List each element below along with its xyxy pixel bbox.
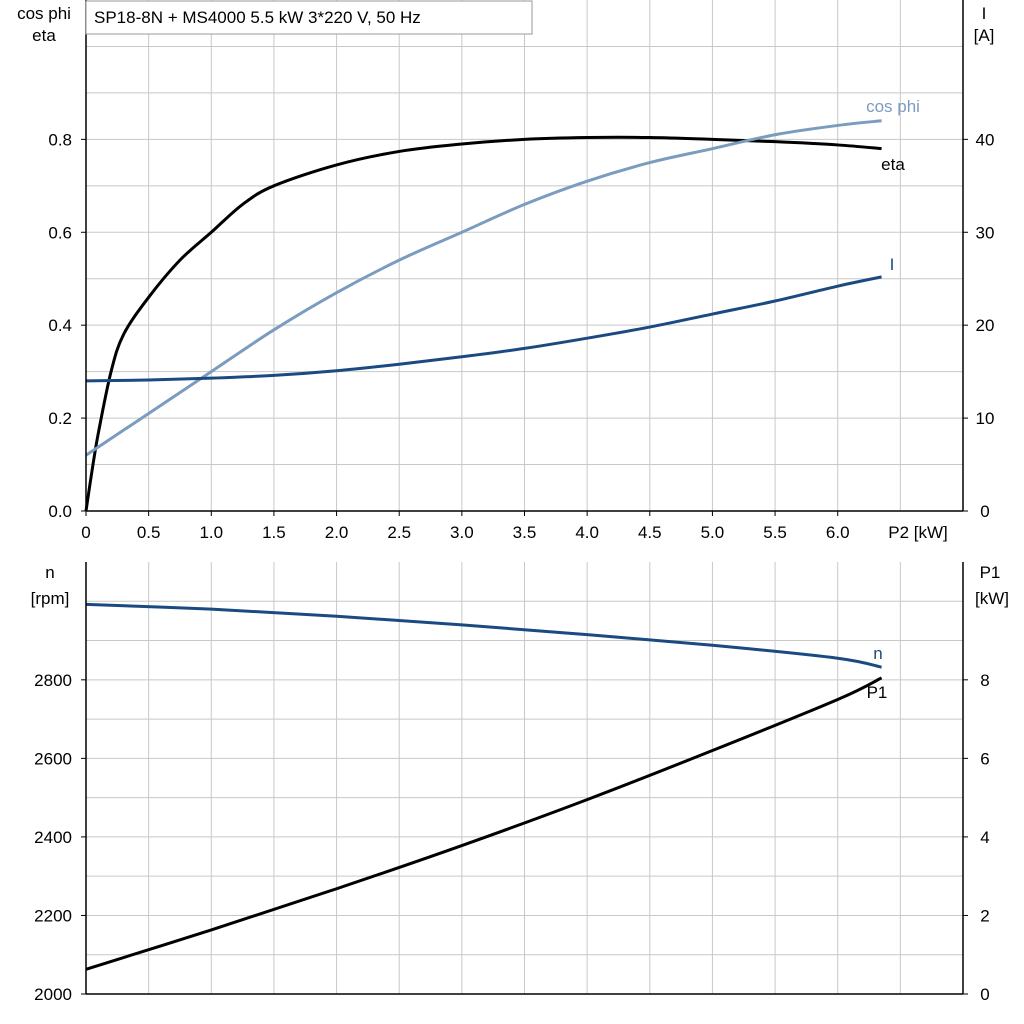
series-line-n — [85, 602, 882, 669]
x-axis-label: P2 [kW] — [888, 523, 948, 542]
x-tick-label: 4.5 — [638, 523, 662, 542]
y-tick-label-right: 20 — [976, 316, 995, 335]
y-tick-label-right: 10 — [976, 409, 995, 428]
y-tick-label-left: 2800 — [34, 671, 72, 690]
y-tick-label-right: 0 — [980, 502, 989, 521]
y-tick-label-left: 2600 — [34, 749, 72, 768]
y-tick-label-left: 2400 — [34, 828, 72, 847]
y-tick-label-right: 0 — [980, 985, 989, 1004]
left-axis-label-top-2: eta — [32, 26, 56, 45]
series-label-n: n — [873, 644, 882, 663]
x-tick-label: 3.0 — [450, 523, 474, 542]
right-axis-label-top-2: [A] — [974, 26, 995, 45]
y-tick-label-left: 2000 — [34, 985, 72, 1004]
y-tick-label-right: 40 — [976, 130, 995, 149]
left-axis-label-bottom-2: [rpm] — [31, 589, 70, 608]
x-tick-label: 2.0 — [325, 523, 349, 542]
x-tick-label: 6.0 — [826, 523, 850, 542]
x-tick-label: 5.5 — [763, 523, 787, 542]
right-axis-label-bottom-1: P1 — [980, 563, 1001, 582]
x-tick-label: 0.5 — [137, 523, 161, 542]
x-tick-label: 1.0 — [199, 523, 223, 542]
series-line-eta — [84, 135, 882, 512]
chart-title: SP18-8N + MS4000 5.5 kW 3*220 V, 50 Hz — [94, 8, 421, 27]
series-line-p1 — [85, 676, 883, 971]
y-tick-label-right: 8 — [980, 671, 989, 690]
x-tick-label: 2.5 — [387, 523, 411, 542]
x-tick-label: 1.5 — [262, 523, 286, 542]
series-label-eta: eta — [881, 155, 905, 174]
x-tick-label: 4.0 — [575, 523, 599, 542]
y-tick-label-right: 2 — [980, 906, 989, 925]
y-tick-label-left: 0.6 — [48, 223, 72, 242]
y-tick-label-right: 30 — [976, 223, 995, 242]
left-axis-label-top-1: cos phi — [17, 4, 71, 23]
series-label-i: I — [890, 255, 895, 274]
y-tick-label-left: 0.8 — [48, 130, 72, 149]
y-tick-label-right: 4 — [980, 828, 989, 847]
x-tick-label: 3.5 — [513, 523, 537, 542]
y-tick-label-left: 0.2 — [48, 409, 72, 428]
title-box — [85, 0, 533, 35]
series-line-i — [85, 275, 882, 383]
series-label-cos-phi: cos phi — [866, 97, 920, 116]
series-line-cos-phi — [85, 119, 882, 457]
y-tick-label-left: 2200 — [34, 906, 72, 925]
y-tick-label-left: 0.0 — [48, 502, 72, 521]
right-axis-label-bottom-2: [kW] — [975, 589, 1009, 608]
left-axis-label-bottom-1: n — [45, 563, 54, 582]
y-tick-label-left: 0.4 — [48, 316, 72, 335]
series-label-p1: P1 — [867, 683, 888, 702]
x-tick-label: 0 — [81, 523, 90, 542]
y-tick-label-right: 6 — [980, 749, 989, 768]
x-tick-label: 5.0 — [701, 523, 725, 542]
right-axis-label-top-1: I — [982, 4, 987, 23]
